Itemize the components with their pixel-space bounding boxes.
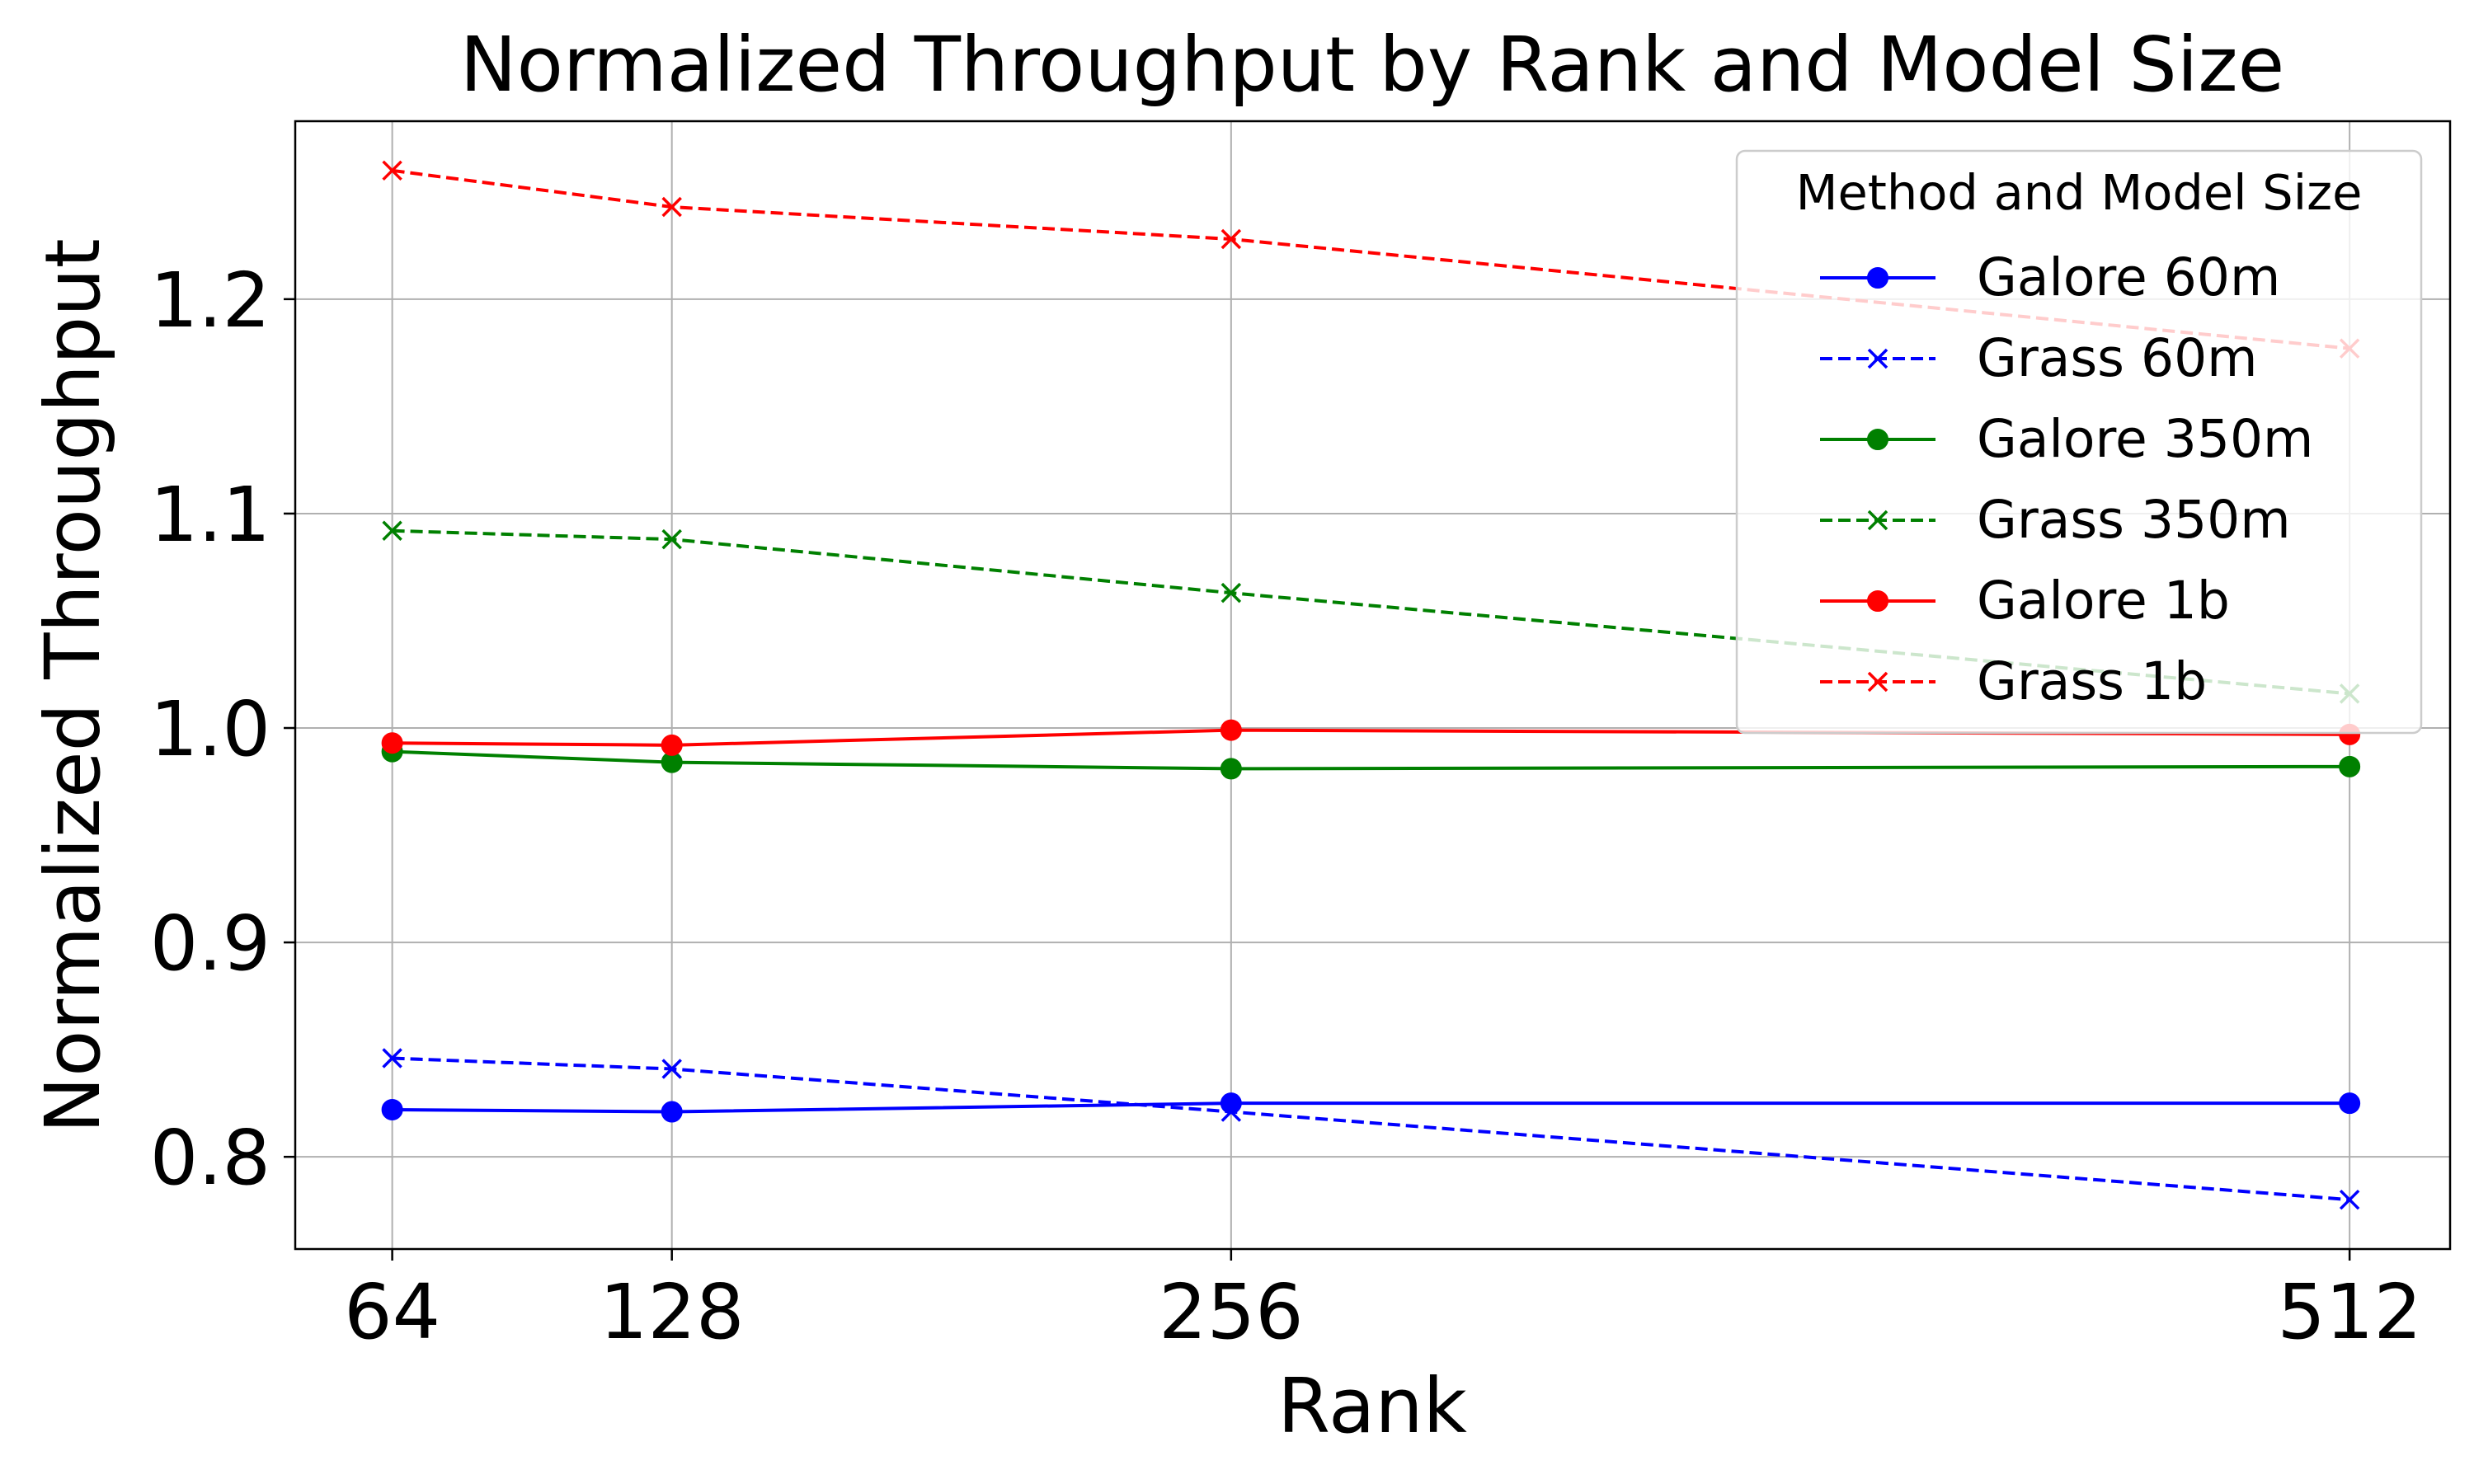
data-point bbox=[661, 1101, 683, 1123]
y-tick-label: 1.1 bbox=[150, 471, 270, 559]
marker-stroke bbox=[1221, 582, 1242, 603]
data-point bbox=[661, 528, 682, 550]
legend-label: Galore 350m bbox=[1977, 409, 2313, 469]
series-grass-60m bbox=[382, 1048, 2360, 1210]
y-tick-label: 1.0 bbox=[150, 685, 270, 773]
legend-swatch-marker bbox=[1867, 671, 1888, 693]
data-point bbox=[1221, 228, 1242, 250]
data-point bbox=[1221, 1101, 1242, 1122]
y-tick-label: 1.2 bbox=[150, 256, 270, 345]
data-point bbox=[2339, 1092, 2361, 1115]
legend-label: Grass 1b bbox=[1977, 651, 2207, 711]
data-point bbox=[1220, 758, 1242, 780]
legend-box bbox=[1735, 149, 2423, 735]
x-tick-label: 256 bbox=[1159, 1268, 1304, 1356]
x-tick-label: 512 bbox=[2277, 1268, 2422, 1356]
marker-stroke bbox=[1867, 348, 1888, 369]
plot-frame bbox=[294, 120, 2452, 1251]
y-tick-label: 0.9 bbox=[150, 899, 270, 988]
data-point bbox=[382, 160, 402, 181]
marker-stroke bbox=[1221, 228, 1242, 250]
data-point bbox=[381, 732, 403, 754]
marker-stroke bbox=[2339, 1189, 2360, 1210]
legend-item: Grass 350m bbox=[1820, 490, 2291, 550]
data-point bbox=[2339, 1189, 2360, 1210]
x-axis: 64 128 256 512 bbox=[344, 1249, 2422, 1356]
legend-swatch-marker bbox=[1867, 510, 1888, 531]
data-point bbox=[661, 196, 682, 218]
y-axis-label: Normalized Throughput bbox=[29, 238, 117, 1133]
y-axis: 0.8 0.9 1.0 1.1 1.2 bbox=[150, 256, 295, 1202]
series-galore-60m bbox=[381, 1092, 2361, 1123]
data-point bbox=[382, 1048, 402, 1068]
data-point bbox=[1221, 582, 1242, 603]
legend-item: Galore 60m bbox=[1820, 247, 2280, 308]
data-point bbox=[381, 1098, 403, 1120]
data-point bbox=[661, 1059, 682, 1079]
x-tick-label: 64 bbox=[344, 1268, 440, 1356]
data-point bbox=[661, 734, 683, 756]
legend-swatch-marker bbox=[1867, 429, 1888, 450]
x-axis-label: Rank bbox=[1277, 1362, 1468, 1450]
legend-title: Method and Model Size bbox=[1796, 164, 2363, 221]
x-tick-label: 128 bbox=[600, 1268, 745, 1356]
marker-stroke bbox=[661, 196, 682, 218]
legend-label: Galore 60m bbox=[1977, 247, 2280, 308]
data-point bbox=[1220, 719, 1242, 741]
y-tick-label: 0.8 bbox=[150, 1114, 270, 1202]
chart-title: Normalized Throughput by Rank and Model … bbox=[460, 21, 2284, 109]
legend-items: Galore 60m Grass 60m Galore 350m Grass 350m… bbox=[1820, 247, 2313, 711]
marker-stroke bbox=[382, 1048, 402, 1068]
marker-stroke bbox=[661, 528, 682, 550]
marker-stroke bbox=[382, 520, 402, 541]
legend-swatch-marker bbox=[1867, 590, 1888, 612]
legend-item: Grass 1b bbox=[1820, 651, 2207, 711]
legend-label: Grass 350m bbox=[1977, 490, 2291, 550]
marker-stroke bbox=[1867, 671, 1888, 693]
marker-stroke bbox=[661, 1059, 682, 1079]
legend-label: Grass 60m bbox=[1977, 328, 2258, 388]
legend-swatch-marker bbox=[1867, 267, 1888, 289]
legend: Method and Model Size Galore 60m Grass 60… bbox=[1735, 149, 2423, 735]
data-point bbox=[2339, 755, 2361, 777]
legend-item: Galore 1b bbox=[1820, 571, 2230, 631]
legend-swatch-marker bbox=[1867, 348, 1888, 369]
marker-stroke bbox=[1867, 510, 1888, 531]
marker-stroke bbox=[382, 160, 402, 181]
legend-label: Galore 1b bbox=[1977, 571, 2230, 631]
legend-item: Grass 60m bbox=[1820, 328, 2258, 388]
series-line bbox=[392, 749, 2350, 771]
marker-stroke bbox=[1221, 1101, 1242, 1122]
series-line bbox=[392, 1056, 2350, 1202]
legend-item: Galore 350m bbox=[1820, 409, 2313, 469]
data-point bbox=[382, 520, 402, 541]
series-line bbox=[392, 1101, 2350, 1114]
